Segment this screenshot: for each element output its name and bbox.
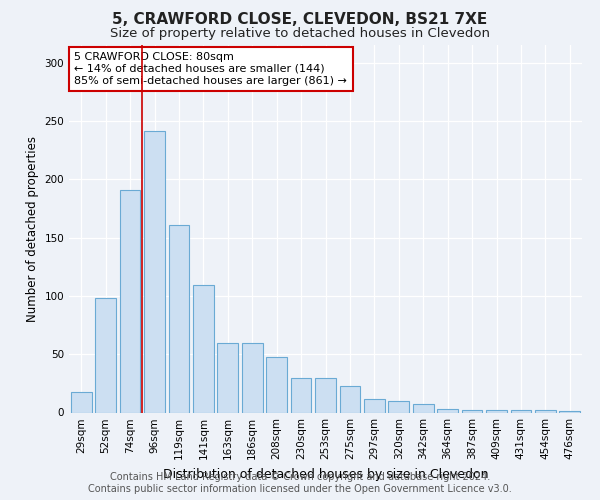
Bar — [193, 286, 214, 412]
Bar — [437, 409, 458, 412]
Bar — [217, 342, 238, 412]
Text: 5, CRAWFORD CLOSE, CLEVEDON, BS21 7XE: 5, CRAWFORD CLOSE, CLEVEDON, BS21 7XE — [112, 12, 488, 28]
Bar — [119, 190, 140, 412]
Bar — [340, 386, 361, 412]
Bar — [461, 410, 482, 412]
Bar — [169, 224, 190, 412]
Bar — [144, 132, 165, 412]
Bar — [535, 410, 556, 412]
Text: 5 CRAWFORD CLOSE: 80sqm
← 14% of detached houses are smaller (144)
85% of semi-d: 5 CRAWFORD CLOSE: 80sqm ← 14% of detache… — [74, 52, 347, 86]
Text: Size of property relative to detached houses in Clevedon: Size of property relative to detached ho… — [110, 28, 490, 40]
Bar — [266, 356, 287, 412]
X-axis label: Distribution of detached houses by size in Clevedon: Distribution of detached houses by size … — [163, 468, 488, 481]
Bar — [95, 298, 116, 412]
Y-axis label: Number of detached properties: Number of detached properties — [26, 136, 39, 322]
Bar — [511, 410, 532, 412]
Bar — [388, 401, 409, 412]
Bar — [315, 378, 336, 412]
Bar — [413, 404, 434, 412]
Bar — [290, 378, 311, 412]
Bar — [364, 398, 385, 412]
Text: Contains HM Land Registry data © Crown copyright and database right 2024.
Contai: Contains HM Land Registry data © Crown c… — [88, 472, 512, 494]
Bar — [71, 392, 92, 412]
Bar — [486, 410, 507, 412]
Bar — [242, 342, 263, 412]
